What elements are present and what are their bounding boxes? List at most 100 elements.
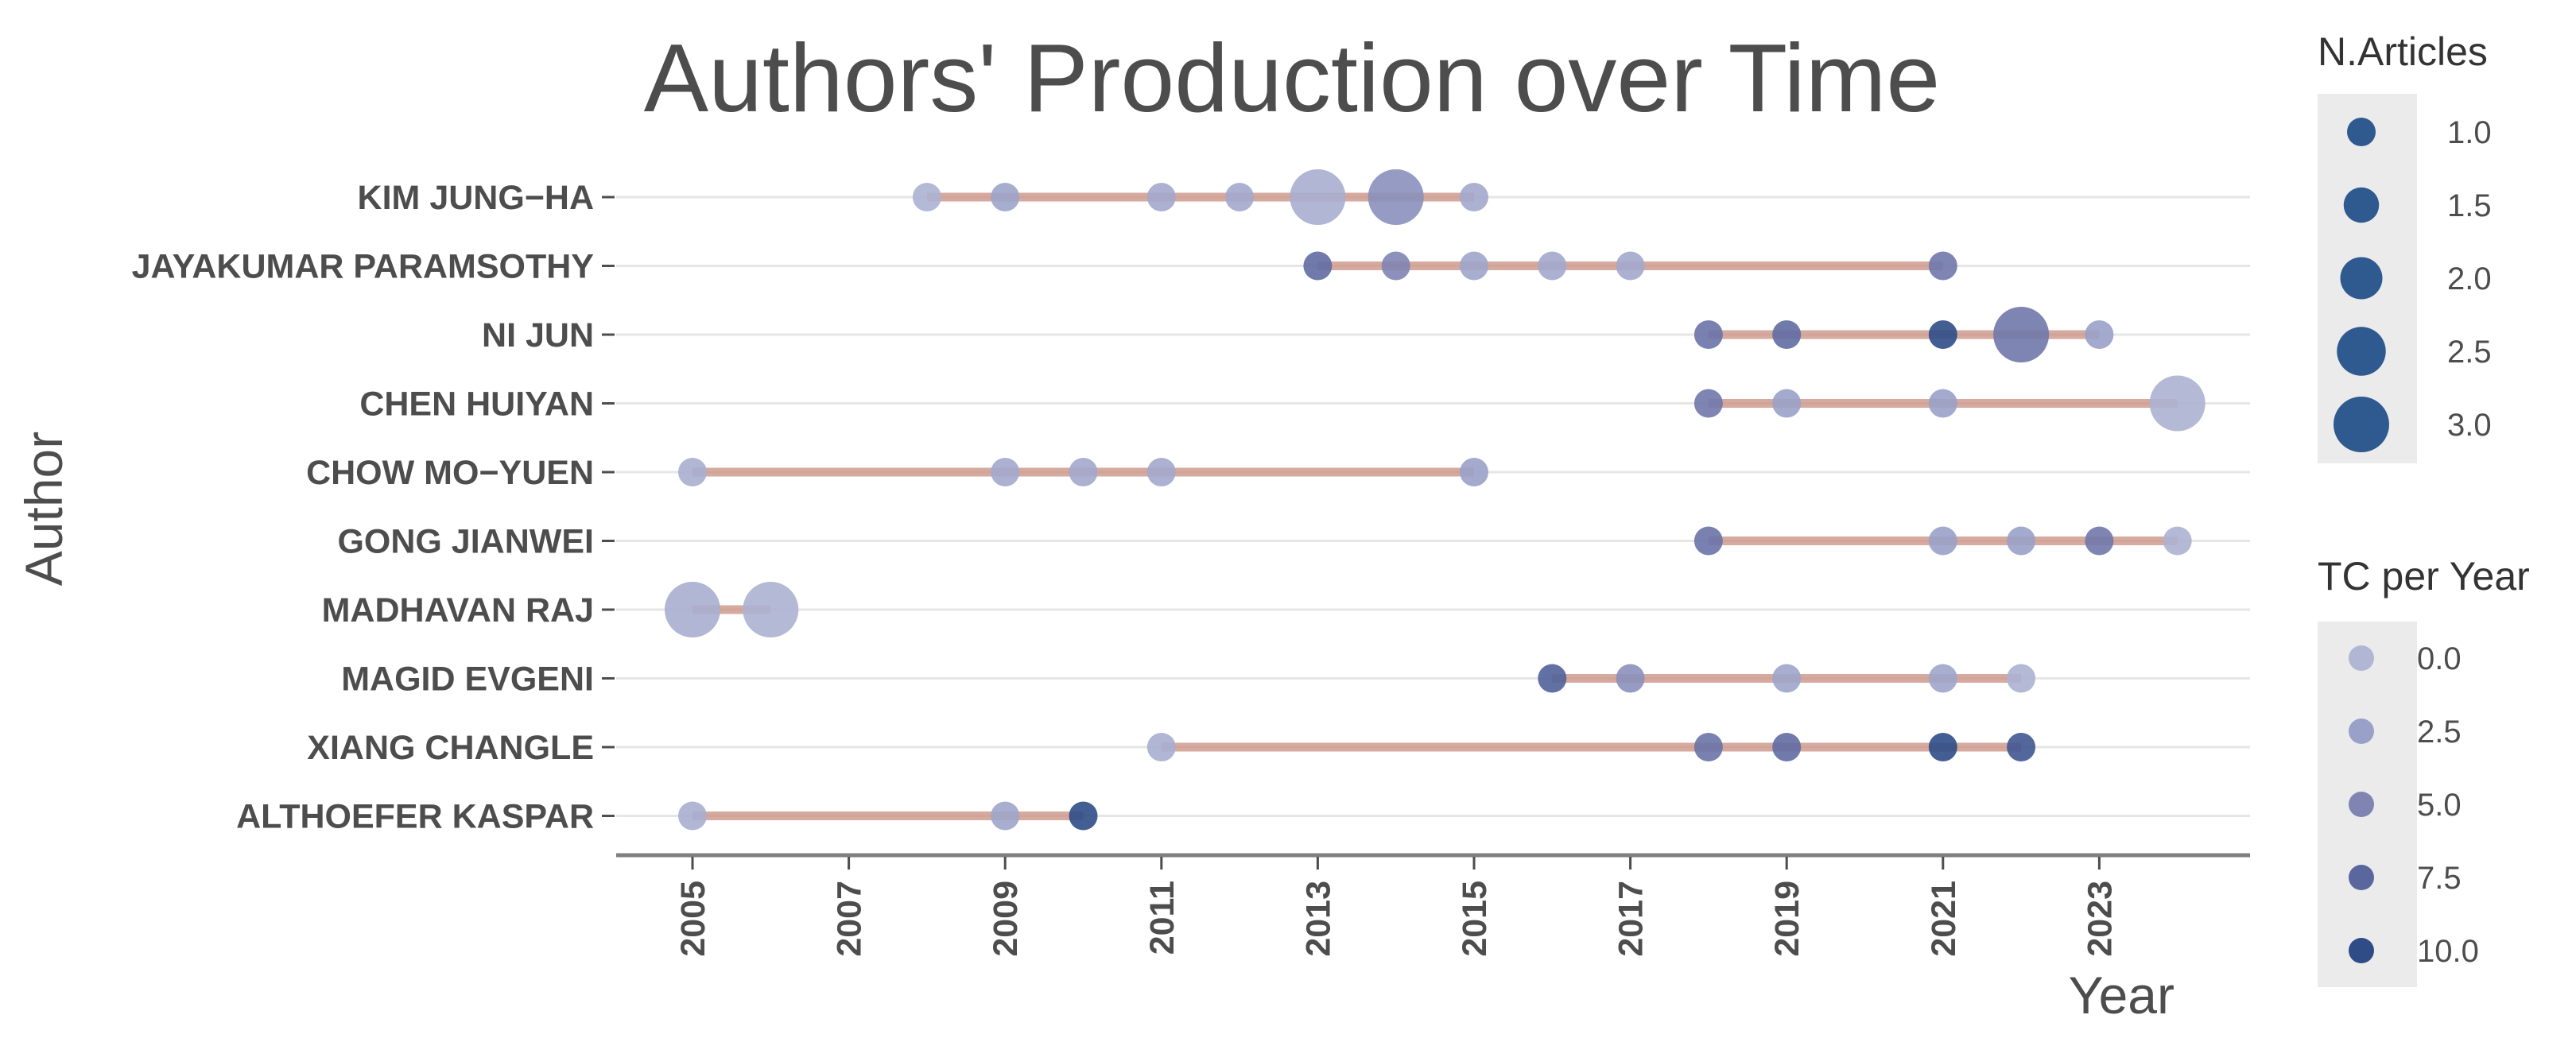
legend-color-key: [2349, 865, 2374, 890]
y-tick-label: JAYAKUMAR PARAMSOTHY: [132, 248, 594, 286]
data-point: [2007, 526, 2036, 556]
data-point: [1772, 320, 1802, 349]
data-point: [1693, 389, 1723, 418]
author-segments: [692, 192, 2178, 820]
data-point: [1069, 458, 1098, 486]
data-point: [1772, 389, 1802, 418]
data-point: [1368, 169, 1424, 225]
legend-color-label: 5.0: [2417, 788, 2462, 823]
y-tick-label: CHEN HUIYAN: [359, 385, 594, 424]
data-point: [1928, 251, 1957, 281]
legend-size-key: [2347, 118, 2376, 146]
legend-size-label: 2.0: [2447, 261, 2492, 296]
y-tick-label: KIM JUNG−HA: [358, 179, 594, 217]
legend-tc-per-year: TC per Year 0.0 2.5 5.0 7.5 10.0: [2318, 554, 2530, 987]
data-point: [2007, 733, 2036, 761]
data-point: [1146, 733, 1176, 761]
y-tick-label: NI JUN: [482, 316, 594, 354]
axes: KIM JUNG−HA JAYAKUMAR PARAMSOTHY NI JUN CHE…: [132, 179, 2250, 957]
chart-title: Authors' Production over Time: [644, 24, 1940, 132]
gridlines: [616, 196, 2250, 817]
legend-color-label: 10.0: [2417, 934, 2479, 969]
legend-size-label: 1.0: [2447, 115, 2492, 150]
data-point: [678, 801, 707, 831]
data-point: [1616, 251, 1645, 281]
data-point: [1225, 183, 1255, 211]
legend-n-articles: N.Articles 1.0 1.5 2.0 2.5 3.0: [2318, 29, 2492, 463]
data-point: [2085, 320, 2114, 349]
x-tick-label: 2019: [1768, 881, 1806, 957]
data-point: [1146, 183, 1176, 211]
x-tick-label: 2007: [831, 881, 869, 957]
data-point: [2007, 664, 2036, 693]
legend-size-label: 1.5: [2447, 188, 2492, 223]
y-tick-label: ALTHOEFER KASPAR: [236, 798, 594, 836]
data-point: [1928, 389, 1957, 418]
x-tick-label: 2017: [1612, 881, 1651, 957]
data-point: [1993, 307, 2050, 362]
data-point: [665, 582, 720, 637]
data-point: [1928, 664, 1957, 693]
data-point: [912, 183, 941, 211]
data-point: [1772, 733, 1802, 761]
data-point: [743, 582, 799, 637]
x-tick-label: 2023: [2081, 881, 2119, 957]
legend-color-label: 2.5: [2417, 715, 2462, 750]
data-point: [1290, 169, 1346, 225]
y-tick-label: MAGID EVGENI: [341, 660, 594, 699]
data-point: [678, 458, 707, 486]
legend-color-label: 7.5: [2417, 861, 2462, 896]
legend-color-key: [2349, 719, 2374, 744]
data-point: [1928, 526, 1957, 556]
x-tick-label: 2011: [1143, 881, 1181, 955]
x-axis-title: Year: [2069, 966, 2174, 1025]
data-point: [2149, 375, 2206, 432]
data-point: [1616, 664, 1645, 693]
legend-color-key: [2349, 792, 2374, 817]
data-point: [1460, 183, 1488, 211]
data-point: [1928, 320, 1957, 349]
legend-size-key: [2337, 327, 2386, 376]
data-points: [665, 169, 2206, 831]
y-tick-label: CHOW MO−YUEN: [306, 454, 594, 492]
data-point: [1538, 251, 1567, 281]
data-point: [1460, 458, 1488, 486]
legend-size-key: [2340, 257, 2383, 300]
data-point: [1693, 733, 1723, 761]
data-point: [1381, 251, 1410, 281]
y-tick-label: MADHAVAN RAJ: [322, 591, 594, 629]
data-point: [1928, 733, 1957, 761]
legend-color-key: [2349, 645, 2374, 671]
legend-tc-per-year-title: TC per Year: [2318, 554, 2530, 598]
legend-size-key: [2334, 397, 2389, 452]
data-point: [1772, 664, 1802, 693]
legend-size-key: [2343, 187, 2380, 223]
y-tick-label: XIANG CHANGLE: [307, 729, 594, 767]
data-point: [1460, 251, 1488, 281]
data-point: [1538, 664, 1567, 693]
data-point: [991, 183, 1020, 211]
data-point: [1069, 801, 1098, 831]
y-axis-title: Author: [14, 432, 73, 586]
data-point: [991, 801, 1020, 831]
x-tick-label: 2005: [674, 881, 712, 957]
x-tick-label: 2015: [1456, 881, 1494, 957]
legend-color-key: [2349, 938, 2374, 963]
legend-n-articles-title: N.Articles: [2318, 29, 2488, 74]
data-point: [1146, 458, 1176, 486]
legend-color-label: 0.0: [2417, 641, 2462, 676]
legend-size-label: 3.0: [2447, 408, 2492, 443]
y-tick-label: GONG JIANWEI: [337, 523, 594, 561]
x-tick-label: 2021: [1925, 881, 1963, 957]
legend-size-label: 2.5: [2447, 335, 2492, 370]
data-point: [2163, 526, 2192, 556]
data-point: [1693, 320, 1723, 349]
x-tick-label: 2009: [987, 881, 1025, 957]
x-tick-label: 2013: [1299, 881, 1337, 957]
data-point: [1693, 526, 1723, 556]
data-point: [1303, 251, 1333, 281]
data-point: [991, 458, 1020, 486]
data-point: [2085, 526, 2114, 556]
